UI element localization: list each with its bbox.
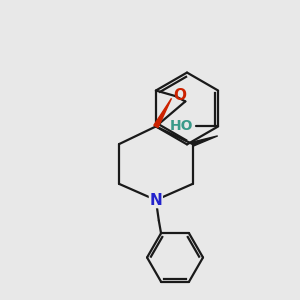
Text: N: N	[149, 193, 162, 208]
Polygon shape	[154, 98, 172, 128]
Polygon shape	[192, 136, 218, 146]
Text: HO: HO	[170, 119, 194, 134]
Text: O: O	[173, 88, 187, 103]
